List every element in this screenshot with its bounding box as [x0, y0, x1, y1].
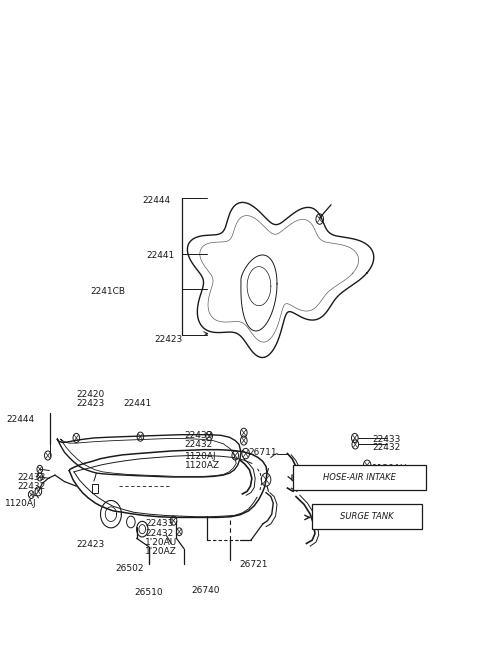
Text: 22420: 22420 [76, 390, 105, 399]
Text: HOSE-AIR INTAKE: HOSE-AIR INTAKE [324, 473, 396, 482]
Text: 26711: 26711 [249, 448, 277, 457]
FancyBboxPatch shape [293, 465, 426, 490]
Text: 1120AJ: 1120AJ [5, 499, 37, 508]
Text: 22423: 22423 [76, 540, 105, 549]
Text: 22423: 22423 [155, 335, 183, 344]
Text: 22433: 22433 [145, 520, 173, 528]
Text: 22441: 22441 [146, 251, 174, 260]
FancyBboxPatch shape [312, 505, 422, 529]
Text: 1'20AZ: 1'20AZ [145, 547, 177, 556]
Text: 1'20AU: 1'20AU [145, 537, 178, 547]
Text: 2241CB: 2241CB [91, 287, 126, 296]
Text: 22432: 22432 [372, 443, 400, 451]
Text: 22444: 22444 [7, 415, 35, 424]
Text: 22441: 22441 [124, 399, 152, 408]
Text: 22444: 22444 [143, 196, 171, 205]
Text: 1120AJ: 1120AJ [184, 452, 216, 461]
Text: 22433: 22433 [372, 435, 400, 443]
Text: 22433: 22433 [17, 472, 46, 482]
Text: 22432: 22432 [145, 528, 173, 537]
Text: 26502: 26502 [116, 564, 144, 573]
Text: 22432: 22432 [17, 482, 45, 491]
Text: SURGE TANK: SURGE TANK [340, 512, 394, 521]
Text: 1120AZ: 1120AZ [184, 461, 220, 470]
Text: 1120AU: 1120AU [372, 464, 408, 473]
Text: 22433: 22433 [184, 432, 213, 440]
Text: 22423: 22423 [76, 399, 105, 408]
Text: 22432: 22432 [184, 440, 213, 449]
Text: 26721: 26721 [239, 560, 267, 569]
Text: 26740: 26740 [192, 586, 220, 595]
Text: 26510: 26510 [135, 588, 163, 597]
